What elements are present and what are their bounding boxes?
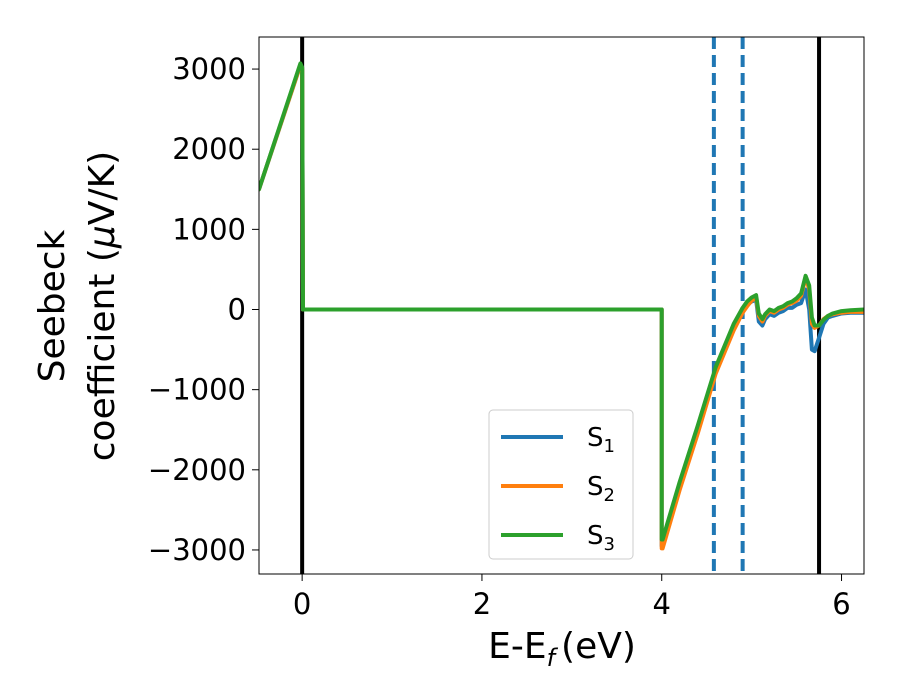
x-axis-label: E-Ef (eV) xyxy=(488,626,636,672)
y-tick-label: −1000 xyxy=(148,373,246,407)
legend-label-S1: S1 xyxy=(587,423,615,457)
series-line-S3 xyxy=(259,61,864,542)
y-axis-label: Seebeck coefficient (μV/K) xyxy=(32,151,123,461)
y-tick-label: 2000 xyxy=(172,132,246,166)
x-tick-label: 6 xyxy=(832,587,850,621)
x-axis: 0 2 4 6 xyxy=(293,574,851,621)
series-lines xyxy=(259,61,864,551)
y-axis-label-line1: Seebeck xyxy=(32,229,73,382)
x-tick-label: 0 xyxy=(293,587,311,621)
y-tick-label: 0 xyxy=(228,293,246,327)
legend: S1 S2 S3 xyxy=(488,409,634,560)
y-tick-label: −2000 xyxy=(148,453,246,487)
y-tick-label: 3000 xyxy=(172,52,246,86)
y-tick-label: 1000 xyxy=(172,212,246,246)
plot-frame xyxy=(258,36,865,575)
y-tick-label: −3000 xyxy=(148,533,246,567)
legend-label-S2: S2 xyxy=(587,472,615,506)
y-axis: 3000 2000 1000 0 −1000 −2000 −3000 xyxy=(148,52,259,567)
legend-label-S3: S3 xyxy=(587,521,615,555)
y-axis-label-line2: coefficient (μV/K) xyxy=(82,151,123,461)
x-tick-label: 2 xyxy=(473,587,491,621)
x-tick-label: 4 xyxy=(653,587,671,621)
